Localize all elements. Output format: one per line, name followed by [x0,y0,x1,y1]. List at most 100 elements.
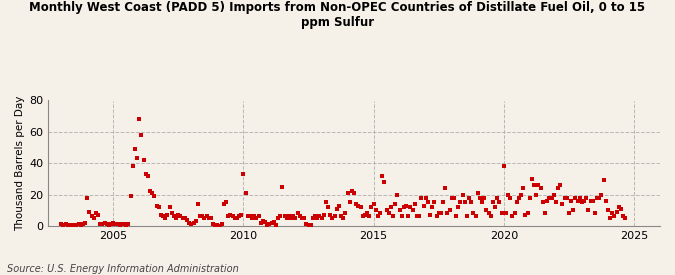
Point [264,222,275,227]
Point [121,223,132,227]
Point [151,203,162,208]
Point [190,219,201,223]
Point [383,211,394,216]
Point [305,223,316,228]
Point [221,200,232,205]
Point [494,200,505,205]
Point [399,205,410,209]
Point [342,191,353,195]
Point [620,216,630,220]
Point [214,223,225,228]
Point [210,223,221,227]
Point [451,214,462,219]
Point [475,196,485,200]
Point [319,213,329,217]
Point [180,216,190,220]
Point [366,205,377,209]
Point [117,222,128,227]
Point [546,196,557,200]
Point [160,216,171,220]
Point [303,223,314,227]
Point [509,211,520,216]
Point [524,196,535,200]
Point [531,192,542,197]
Point [329,214,340,219]
Point [138,158,149,162]
Point [130,147,140,151]
Point [578,199,589,203]
Point [585,199,596,203]
Point [570,196,580,200]
Point [444,208,455,212]
Point [279,214,290,219]
Point [483,211,494,216]
Point [178,216,188,220]
Point [514,196,524,200]
Point [312,216,323,220]
Point [101,222,112,227]
Point [516,192,526,197]
Point [410,202,421,206]
Point [236,213,246,217]
Point [512,200,522,205]
Point [360,213,371,217]
Point [468,211,479,216]
Point [446,196,457,200]
Point [171,216,182,220]
Point [290,216,301,220]
Point [349,191,360,195]
Point [423,200,433,205]
Point [505,196,516,200]
Point [275,214,286,219]
Point [375,211,385,216]
Point [394,208,405,212]
Point [281,216,292,220]
Point [616,207,626,211]
Point [487,200,498,205]
Point [371,208,381,212]
Point [203,216,214,220]
Point [164,205,175,209]
Point [307,216,318,220]
Point [368,202,379,206]
Point [357,214,368,219]
Point [188,221,199,225]
Point [310,214,321,219]
Point [58,222,69,227]
Point [140,172,151,176]
Point [123,222,134,227]
Point [60,222,71,226]
Point [548,192,559,197]
Point [401,203,412,208]
Point [67,223,78,228]
Point [462,214,472,219]
Point [501,211,512,216]
Point [69,223,80,227]
Point [144,189,155,194]
Point [344,200,355,205]
Point [385,205,396,209]
Point [321,200,331,205]
Point [186,222,196,227]
Point [572,199,583,203]
Point [485,214,496,219]
Point [173,213,184,217]
Point [518,186,529,191]
Point [112,221,123,226]
Point [507,214,518,219]
Point [64,223,75,228]
Point [390,202,401,206]
Point [323,205,333,209]
Point [379,180,390,184]
Point [86,214,97,219]
Point [208,222,219,227]
Point [529,183,539,187]
Point [592,196,603,200]
Point [288,214,299,219]
Point [574,196,585,200]
Point [338,216,348,220]
Point [242,214,253,219]
Point [520,213,531,217]
Point [377,174,387,178]
Point [435,211,446,216]
